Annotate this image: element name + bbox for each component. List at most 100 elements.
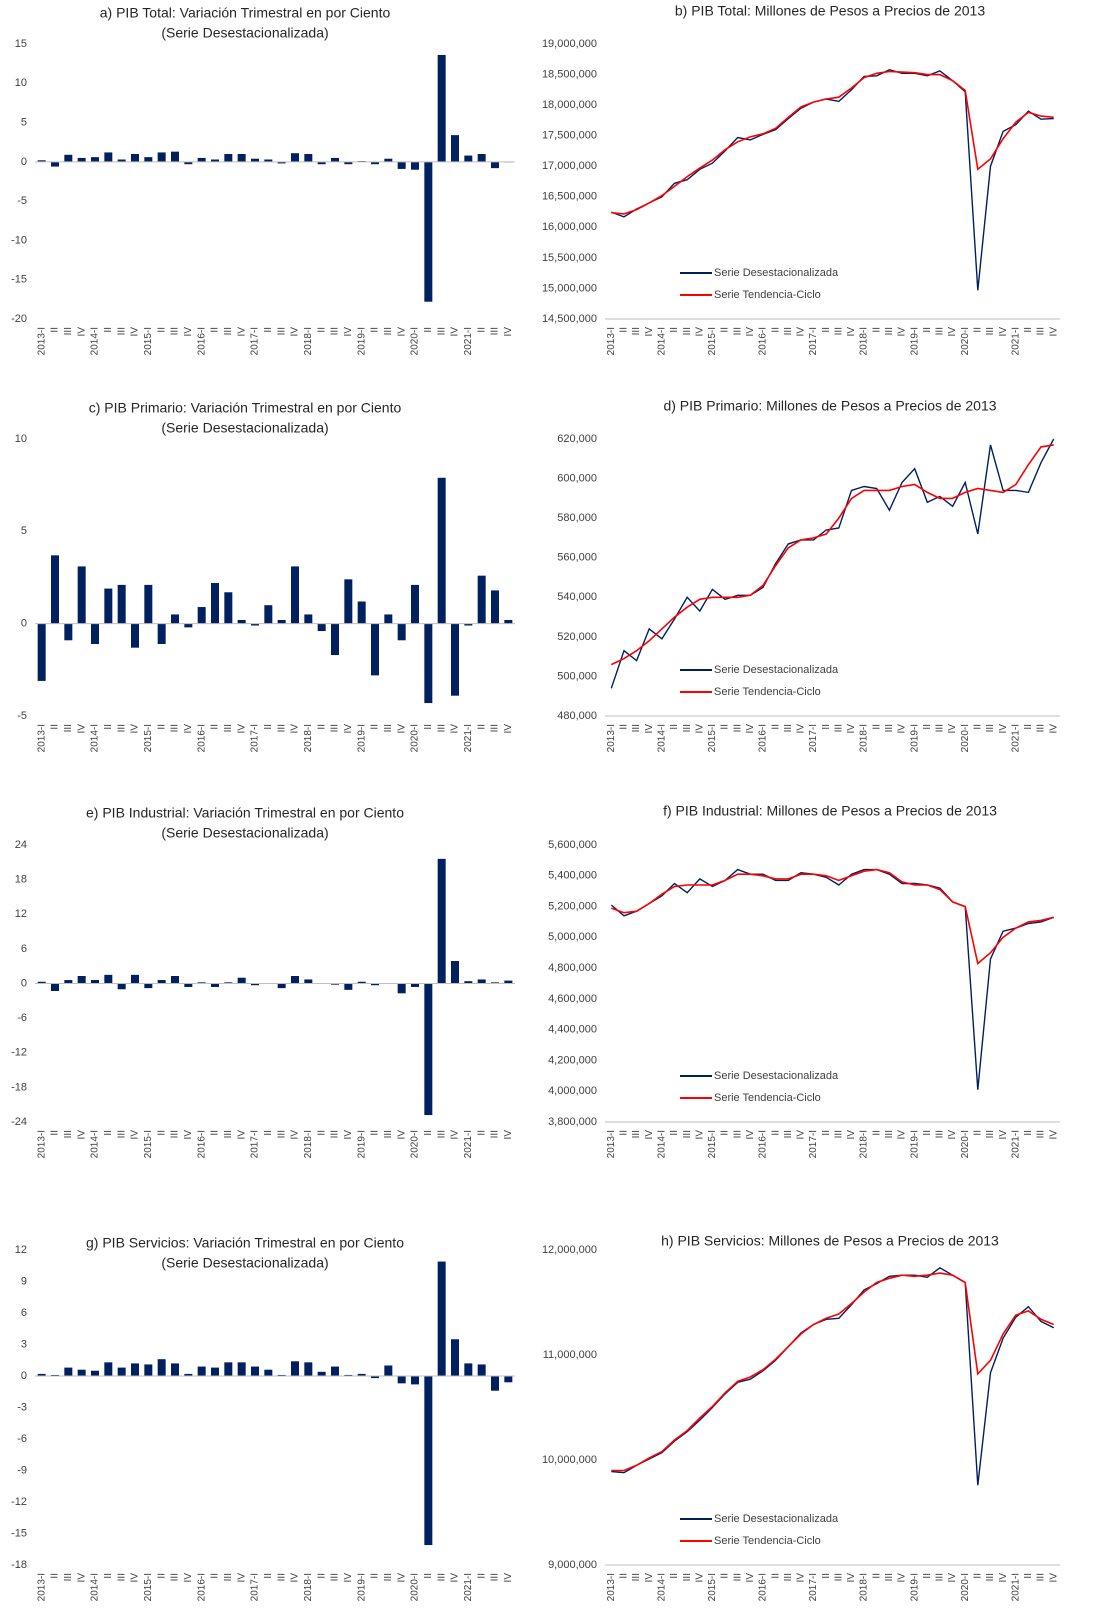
bar: [357, 981, 366, 984]
x-tick-label: II: [770, 327, 781, 333]
x-tick-label: III: [330, 724, 341, 732]
chart-title: h) PIB Servicios: Millones de Pesos a Pr…: [661, 1233, 999, 1249]
x-tick-label: II: [972, 724, 983, 730]
y-tick-label: 5: [21, 525, 27, 537]
y-tick-label: 24: [15, 839, 27, 851]
x-tick-label: II: [210, 1130, 221, 1136]
x-tick-label: IV: [998, 1130, 1009, 1140]
bar: [211, 583, 219, 624]
y-tick-label: 4,200,000: [548, 1054, 597, 1066]
x-tick-label: II: [619, 327, 630, 333]
bar: [157, 623, 166, 644]
x-tick-label: IV: [1048, 1130, 1059, 1140]
x-tick-label: II: [922, 724, 933, 730]
x-tick-label: 2021-I: [463, 1573, 474, 1601]
bar: [371, 623, 379, 676]
x-tick-label: III: [170, 1130, 181, 1138]
x-tick-label: II: [922, 1130, 933, 1136]
x-tick-label: III: [436, 1573, 447, 1581]
bar: [157, 1359, 166, 1376]
chart-subtitle: (Serie Desestacionalizada): [161, 1255, 328, 1271]
x-tick-label: II: [720, 724, 731, 730]
x-tick-label: 2013-I: [606, 1130, 617, 1158]
x-tick-label: 2014-I: [90, 327, 101, 355]
x-tick-label: IV: [183, 1130, 194, 1140]
x-tick-label: 2020-I: [960, 1130, 971, 1158]
bar: [131, 1363, 139, 1376]
x-tick-label: III: [833, 1573, 844, 1581]
x-tick-label: IV: [644, 327, 655, 337]
x-tick-label: II: [316, 1130, 327, 1136]
x-tick-label: III: [276, 1573, 287, 1581]
bar: [117, 1367, 126, 1376]
bar: [277, 619, 286, 624]
bar: [477, 1364, 486, 1376]
bar: [37, 1373, 46, 1376]
x-tick-label: 2013-I: [36, 1130, 47, 1158]
x-tick-label: 2019-I: [356, 327, 367, 355]
x-tick-label: II: [316, 327, 327, 333]
x-tick-label: 2020-I: [960, 1573, 971, 1601]
bar: [397, 161, 406, 169]
bar: [291, 153, 299, 162]
chart-subtitle: (Serie Desestacionalizada): [161, 825, 328, 841]
bar: [117, 584, 126, 624]
y-tick-label: 540,000: [557, 591, 597, 603]
x-tick-label: 2013-I: [606, 1573, 617, 1601]
x-tick-label: II: [156, 327, 167, 333]
y-tick-label: 10,000,000: [542, 1454, 597, 1466]
x-tick-label: 2021-I: [1010, 1130, 1021, 1158]
bar: [411, 584, 419, 624]
series-line: [611, 1266, 1055, 1486]
x-tick-label: IV: [846, 724, 857, 734]
y-tick-label: 5,000,000: [548, 931, 597, 943]
bar: [411, 1376, 419, 1385]
x-tick-label: IV: [897, 327, 908, 337]
x-tick-label: 2021-I: [463, 724, 474, 752]
bar: [251, 1366, 259, 1376]
x-tick-label: 2021-I: [1010, 1573, 1021, 1601]
x-tick-label: 2015-I: [143, 1130, 154, 1158]
bar: [437, 55, 446, 162]
y-tick-label: 15,000,000: [542, 282, 597, 294]
legend-label: Serie Desestacionalizada: [714, 664, 839, 676]
x-tick-label: 2015-I: [707, 1573, 718, 1601]
x-tick-label: II: [50, 1573, 61, 1579]
x-tick-label: III: [383, 1130, 394, 1138]
x-tick-label: III: [1036, 1573, 1047, 1581]
y-tick-label: 15: [15, 38, 27, 50]
bar: [491, 161, 499, 169]
x-tick-label: III: [330, 1573, 341, 1581]
series-line: [611, 1272, 1055, 1472]
y-tick-label: -9: [17, 1464, 27, 1476]
x-tick-label: 2019-I: [909, 1573, 920, 1601]
bar: [424, 623, 433, 704]
y-tick-label: -12: [11, 1496, 27, 1508]
x-tick-label: IV: [290, 1130, 301, 1140]
y-tick-label: 14,500,000: [542, 313, 597, 325]
x-tick-label: II: [871, 327, 882, 333]
x-tick-label: IV: [290, 327, 301, 337]
bar: [224, 982, 233, 984]
x-tick-label: III: [631, 724, 642, 732]
x-tick-label: III: [383, 724, 394, 732]
y-tick-label: 500,000: [557, 670, 597, 682]
x-tick-label: III: [1036, 724, 1047, 732]
x-tick-label: II: [821, 1573, 832, 1579]
bar: [91, 980, 99, 984]
bar: [411, 161, 419, 170]
x-tick-label: II: [423, 1573, 434, 1579]
x-tick-label: III: [63, 1130, 74, 1138]
x-tick-label: IV: [796, 327, 807, 337]
x-tick-label: 2013-I: [606, 327, 617, 355]
y-tick-label: 620,000: [557, 433, 597, 445]
bar: [184, 1373, 193, 1376]
bar: [224, 1362, 233, 1376]
bar: [197, 607, 206, 624]
x-tick-label: III: [223, 327, 234, 335]
x-tick-label: II: [50, 724, 61, 730]
x-tick-label: II: [619, 724, 630, 730]
bar: [464, 981, 473, 984]
x-tick-label: III: [1036, 1130, 1047, 1138]
bar: [144, 983, 153, 989]
